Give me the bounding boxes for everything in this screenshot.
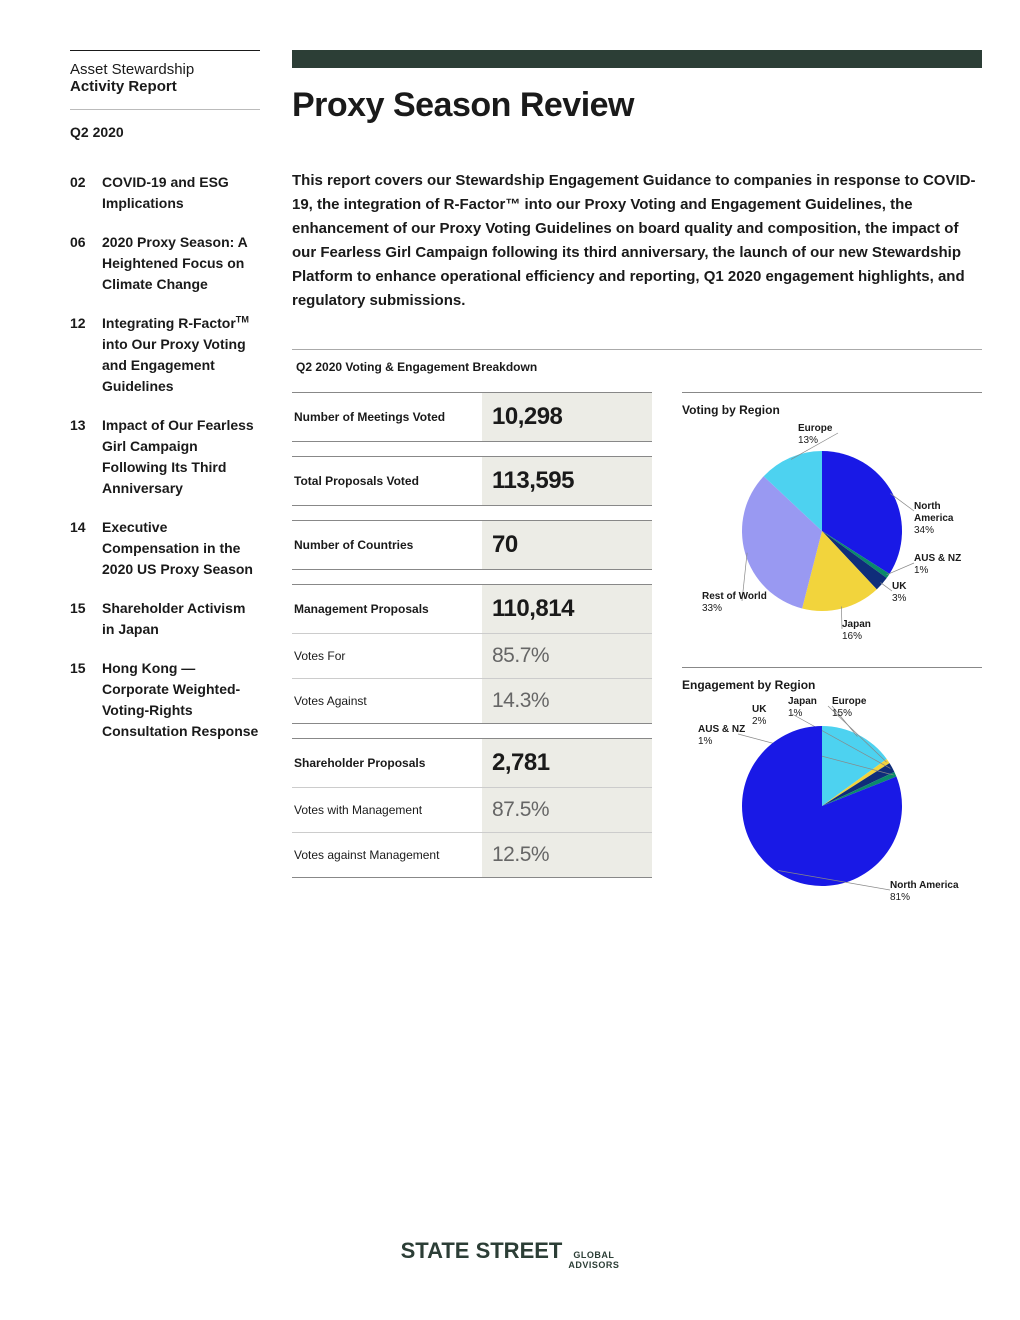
stat-value: 113,595: [482, 457, 652, 505]
toc-item: 15Shareholder Activism in Japan: [70, 598, 260, 640]
chart-voting: Voting by Region North America34% AUS & N…: [682, 392, 982, 641]
pie-voting: North America34% AUS & NZ1% UK3% Japan16% Re…: [682, 421, 982, 641]
footer: STATE STREET GLOBAL ADVISORS: [0, 1238, 1020, 1270]
toc-text: Executive Compensation in the 2020 US Pr…: [102, 517, 260, 580]
pie-label: UK2%: [752, 704, 766, 728]
toc-item: 12Integrating R-FactorTM into Our Proxy …: [70, 313, 260, 397]
pie-label: Japan1%: [788, 696, 817, 720]
pie-label: Japan16%: [842, 619, 871, 643]
toc-text: Integrating R-FactorTM into Our Proxy Vo…: [102, 313, 260, 397]
sidebar-rule-mid: [70, 109, 260, 110]
stat-sublabel: Votes with Management: [292, 788, 482, 832]
pie-label: Europe15%: [832, 696, 866, 720]
chart-title: Engagement by Region: [682, 678, 982, 692]
stat-value: 10,298: [482, 393, 652, 441]
stat-label: Shareholder Proposals: [292, 739, 482, 787]
stat-value: 110,814: [482, 585, 652, 633]
toc-page: 14: [70, 517, 92, 580]
pie-label: UK3%: [892, 581, 906, 605]
doc-title: Activity Report: [70, 78, 260, 95]
charts-column: Voting by Region North America34% AUS & N…: [682, 392, 982, 942]
stat-management: Management Proposals 110,814 Votes For 8…: [292, 584, 652, 724]
stat-label: Management Proposals: [292, 585, 482, 633]
sidebar: Asset Stewardship Activity Report Q2 202…: [70, 50, 260, 942]
stat-subvalue: 14.3%: [482, 679, 652, 723]
header-bar: [292, 50, 982, 68]
pie-label: North America34%: [914, 501, 982, 537]
toc-page: 13: [70, 415, 92, 499]
stat-subvalue: 87.5%: [482, 788, 652, 832]
stat-subvalue: 12.5%: [482, 833, 652, 877]
toc-text: Shareholder Activism in Japan: [102, 598, 260, 640]
chart-title: Voting by Region: [682, 403, 982, 417]
stat-proposals: Total Proposals Voted 113,595: [292, 456, 652, 506]
footer-logo: STATE STREET GLOBAL ADVISORS: [401, 1238, 620, 1270]
chart-engagement: Engagement by Region Europe15% Japan1% UK2…: [682, 667, 982, 916]
toc-page: 15: [70, 658, 92, 742]
toc-page: 12: [70, 313, 92, 397]
sidebar-rule-top: [70, 50, 260, 51]
main: Proxy Season Review This report covers o…: [292, 50, 982, 942]
stat-subvalue: 85.7%: [482, 634, 652, 678]
stat-shareholder: Shareholder Proposals 2,781 Votes with M…: [292, 738, 652, 878]
toc-page: 15: [70, 598, 92, 640]
toc-text: Hong Kong — Corporate Weighted-Voting-Ri…: [102, 658, 260, 742]
chart-rule: [682, 392, 982, 393]
toc-item: 14Executive Compensation in the 2020 US …: [70, 517, 260, 580]
pie-label: Europe13%: [798, 423, 832, 447]
toc-item: 02COVID-19 and ESG Implications: [70, 172, 260, 214]
stat-sublabel: Votes Against: [292, 679, 482, 723]
toc-text: COVID-19 and ESG Implications: [102, 172, 260, 214]
stat-value: 2,781: [482, 739, 652, 787]
doc-subtitle: Asset Stewardship: [70, 61, 260, 78]
toc-item: 13Impact of Our Fearless Girl Campaign F…: [70, 415, 260, 499]
breakdown-title: Q2 2020 Voting & Engagement Breakdown: [292, 360, 982, 374]
chart-rule: [682, 667, 982, 668]
pie-leader: [881, 583, 892, 591]
toc-text: Impact of Our Fearless Girl Campaign Fol…: [102, 415, 260, 499]
stats-column: Number of Meetings Voted 10,298 Total Pr…: [292, 392, 652, 942]
stat-label: Number of Meetings Voted: [292, 393, 482, 441]
stat-sublabel: Votes For: [292, 634, 482, 678]
toc: 02COVID-19 and ESG Implications062020 Pr…: [70, 172, 260, 742]
pie-label: North America81%: [890, 880, 959, 904]
page-title: Proxy Season Review: [292, 86, 982, 125]
stat-meetings: Number of Meetings Voted 10,298: [292, 392, 652, 442]
stat-value: 70: [482, 521, 652, 569]
toc-item: 062020 Proxy Season: A Heightened Focus …: [70, 232, 260, 295]
stat-sublabel: Votes against Management: [292, 833, 482, 877]
toc-page: 02: [70, 172, 92, 214]
pie-engagement: Europe15% Japan1% UK2% AUS & NZ1% North Amer…: [682, 696, 982, 916]
footer-brand-main: STATE STREET: [401, 1238, 563, 1264]
stat-label: Number of Countries: [292, 521, 482, 569]
pie-label: AUS & NZ1%: [698, 724, 745, 748]
footer-brand-sub: GLOBAL ADVISORS: [568, 1251, 619, 1270]
intro-text: This report covers our Stewardship Engag…: [292, 169, 982, 313]
pie-label: Rest of World33%: [702, 591, 767, 615]
toc-page: 06: [70, 232, 92, 295]
stat-countries: Number of Countries 70: [292, 520, 652, 570]
breakdown-rule: [292, 349, 982, 350]
toc-item: 15Hong Kong — Corporate Weighted-Voting-…: [70, 658, 260, 742]
toc-text: 2020 Proxy Season: A Heightened Focus on…: [102, 232, 260, 295]
quarter-label: Q2 2020: [70, 124, 260, 140]
stat-label: Total Proposals Voted: [292, 457, 482, 505]
pie-label: AUS & NZ1%: [914, 553, 961, 577]
